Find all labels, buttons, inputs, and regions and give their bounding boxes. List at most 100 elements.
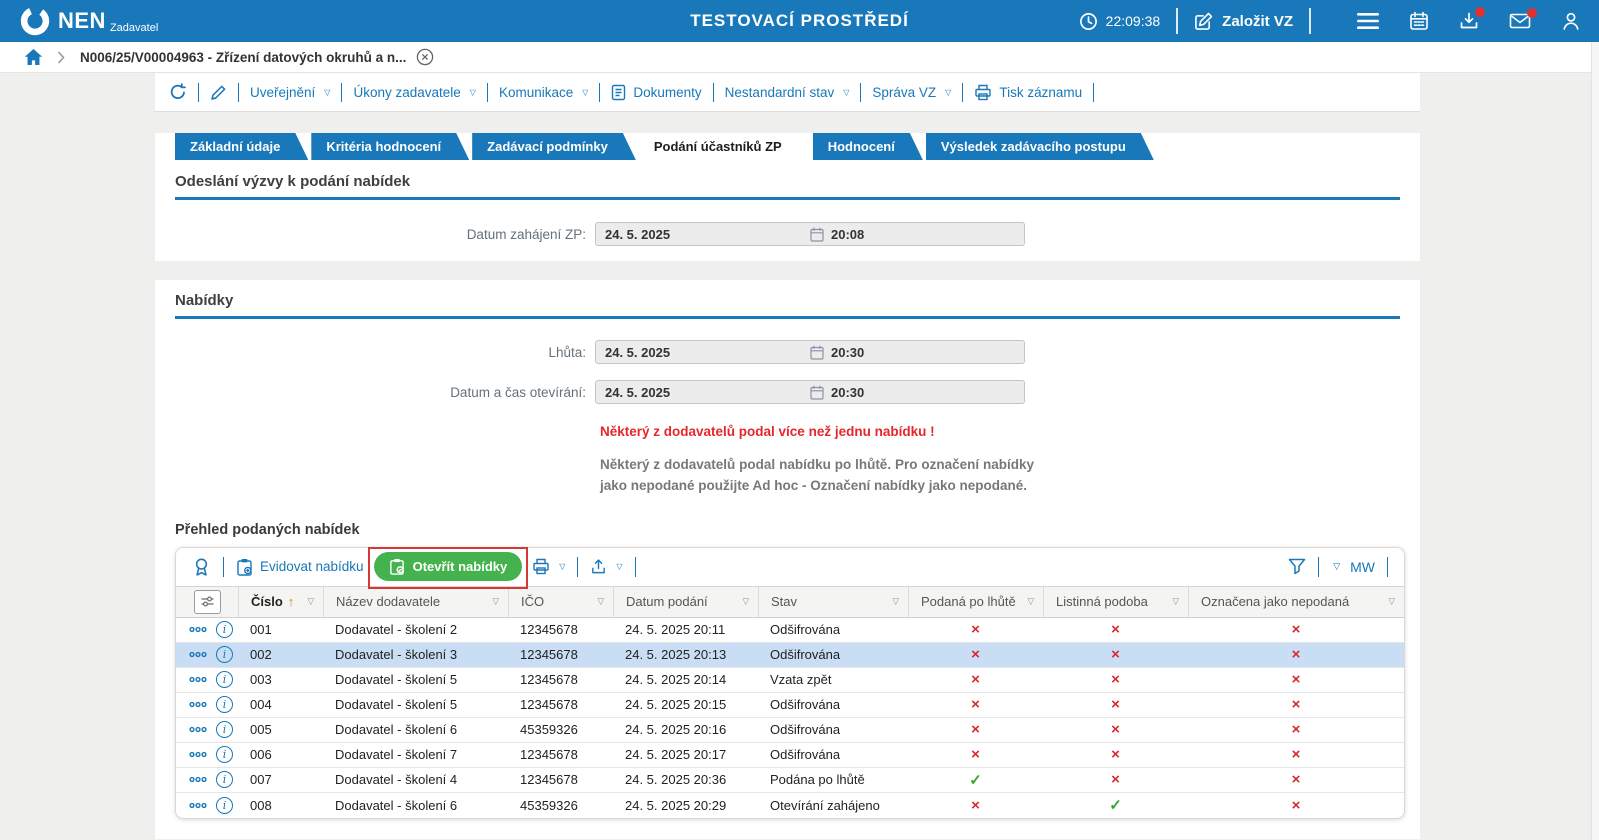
dropdown-icon[interactable]: ▽ xyxy=(597,596,604,607)
app-header: NEN Zadavatel TESTOVACÍ PROSTŘEDÍ 22:09:… xyxy=(0,0,1599,42)
column-header-listinna-podoba[interactable]: Listinná podoba ▽ xyxy=(1043,587,1188,617)
nen-logo[interactable]: NEN Zadavatel xyxy=(18,4,158,38)
otevirani-input[interactable]: 24. 5. 2025 20:30 xyxy=(595,380,1025,404)
menu-komunikace[interactable]: Komunikace▽ xyxy=(499,85,588,100)
print-record-button[interactable]: Tisk záznamu xyxy=(974,84,1082,101)
row-menu-icon[interactable] xyxy=(189,701,207,708)
cell-nazev-dodavatele: Dodavatel - školení 5 xyxy=(323,697,508,712)
refresh-icon[interactable] xyxy=(169,83,187,101)
column-header-podana-po-lhute[interactable]: Podaná po lhůtě ▽ xyxy=(908,587,1043,617)
home-icon[interactable] xyxy=(24,48,43,66)
row-menu-icon[interactable] xyxy=(189,626,207,633)
cell-ico: 12345678 xyxy=(508,647,613,662)
menu-ukony-zadavatele[interactable]: Úkony zadavatele▽ xyxy=(353,85,475,100)
table-row[interactable]: i 006 Dodavatel - školení 7 12345678 24.… xyxy=(176,743,1404,768)
datum-zahajeni-input[interactable]: 24. 5. 2025 20:08 xyxy=(595,222,1025,246)
cell-oznacena-jako-nepodana: × xyxy=(1188,671,1404,688)
lhuta-input[interactable]: 24. 5. 2025 20:30 xyxy=(595,340,1025,364)
tab-hodnoceni[interactable]: Hodnocení xyxy=(813,133,923,160)
table-row[interactable]: i 003 Dodavatel - školení 5 12345678 24.… xyxy=(176,668,1404,693)
info-icon[interactable]: i xyxy=(216,797,233,814)
mw-toggle[interactable]: MW xyxy=(1350,559,1375,575)
menu-sprava-vz[interactable]: Správa VZ▽ xyxy=(872,85,951,100)
table-row[interactable]: i 001 Dodavatel - školení 2 12345678 24.… xyxy=(176,618,1404,643)
table-row[interactable]: i 005 Dodavatel - školení 6 45359326 24.… xyxy=(176,718,1404,743)
dropdown-icon[interactable]: ▽ xyxy=(1388,596,1395,607)
calendar-icon[interactable] xyxy=(1409,11,1429,31)
cell-ico: 12345678 xyxy=(508,672,613,687)
create-vz-button[interactable]: Založit VZ xyxy=(1194,12,1293,31)
bids-table-panel: Evidovat nabídku Otevřít nabídky xyxy=(175,547,1405,819)
table-row[interactable]: i 007 Dodavatel - školení 4 12345678 24.… xyxy=(176,768,1404,793)
pencil-icon[interactable] xyxy=(210,84,227,101)
menu-dokumenty[interactable]: Dokumenty xyxy=(611,84,701,101)
mail-icon[interactable] xyxy=(1509,12,1531,30)
menu-nestandardni-stav[interactable]: Nestandardní stav▽ xyxy=(725,85,850,100)
tab-podani-ucastniku-zp[interactable]: Podání účastníků ZP xyxy=(639,133,810,160)
tab-zadavaci-podminky[interactable]: Zadávací podmínky xyxy=(472,133,636,160)
info-icon[interactable]: i xyxy=(216,771,233,788)
clipboard-icon xyxy=(236,558,253,576)
sliders-icon[interactable] xyxy=(194,590,221,614)
create-vz-label: Založit VZ xyxy=(1222,13,1293,30)
column-header-datum-podani[interactable]: Datum podání ▽ xyxy=(613,587,758,617)
clock-value: 22:09:38 xyxy=(1106,13,1161,29)
table-row[interactable]: i 008 Dodavatel - školení 6 45359326 24.… xyxy=(176,793,1404,818)
table-row[interactable]: i 002 Dodavatel - školení 3 12345678 24.… xyxy=(176,643,1404,668)
print-table-button[interactable]: ▽ xyxy=(532,558,565,575)
column-header-oznacena-jako-nepodana[interactable]: Označena jako nepodaná ▽ xyxy=(1188,587,1404,617)
record-tabs: Základní údaje Kritéria hodnocení Zadáva… xyxy=(175,133,1400,160)
row-menu-icon[interactable] xyxy=(189,726,207,733)
info-icon[interactable]: i xyxy=(216,721,233,738)
evidovat-nabidku-button[interactable]: Evidovat nabídku xyxy=(236,558,364,576)
column-header-stav[interactable]: Stav ▽ xyxy=(758,587,908,617)
logo-text: NEN xyxy=(58,4,106,38)
cell-oznacena-jako-nepodana: × xyxy=(1188,621,1404,638)
user-icon[interactable] xyxy=(1561,11,1581,31)
table-row[interactable]: i 004 Dodavatel - školení 5 12345678 24.… xyxy=(176,693,1404,718)
row-menu-icon[interactable] xyxy=(189,751,207,758)
tab-kriteria-hodnoceni[interactable]: Kritéria hodnocení xyxy=(311,133,469,160)
column-header-ico[interactable]: IČO ▽ xyxy=(508,587,613,617)
dropdown-icon[interactable]: ▽ xyxy=(742,596,749,607)
info-icon[interactable]: i xyxy=(216,696,233,713)
dropdown-icon[interactable]: ▽ xyxy=(307,596,314,607)
row-menu-icon[interactable] xyxy=(189,676,207,683)
row-menu-icon[interactable] xyxy=(189,776,207,783)
info-icon[interactable]: i xyxy=(216,746,233,763)
dropdown-icon[interactable]: ▽ xyxy=(492,596,499,607)
dropdown-icon[interactable]: ▽ xyxy=(1027,596,1034,607)
dropdown-icon[interactable]: ▽ xyxy=(892,596,899,607)
cell-podana-po-lhute: × xyxy=(908,621,1043,638)
dropdown-icon[interactable]: ▽ xyxy=(1172,596,1179,607)
otevrit-nabidky-button[interactable]: Otevřít nabídky xyxy=(374,552,523,581)
info-icon[interactable]: i xyxy=(216,646,233,663)
cell-ico: 45359326 xyxy=(508,798,613,813)
column-header-cislo[interactable]: Číslo ↑ ▽ xyxy=(238,587,323,617)
chevron-right-icon xyxy=(57,51,66,64)
medal-icon[interactable] xyxy=(192,557,211,577)
date-value: 24. 5. 2025 xyxy=(596,345,810,360)
table-body: i 001 Dodavatel - školení 2 12345678 24.… xyxy=(176,618,1404,818)
download-icon[interactable] xyxy=(1459,11,1479,31)
dropdown-icon: ▽ xyxy=(616,562,622,571)
column-header-nazev-dodavatele[interactable]: Název dodavatele ▽ xyxy=(323,587,508,617)
dropdown-icon[interactable]: ▽ xyxy=(1333,561,1340,572)
divider xyxy=(962,83,963,102)
scrollbar[interactable] xyxy=(1591,42,1599,840)
export-button[interactable]: ▽ xyxy=(590,558,622,575)
record-tab[interactable]: N006/25/V00004963 - Zřízení datových okr… xyxy=(80,48,434,66)
divider xyxy=(341,83,342,102)
info-icon[interactable]: i xyxy=(216,621,233,638)
table-section-title: Přehled podaných nabídek xyxy=(175,522,1400,538)
tab-vysledek-zadavaciho-postupu[interactable]: Výsledek zadávacího postupu xyxy=(926,133,1154,160)
menu-icon[interactable] xyxy=(1357,12,1379,30)
row-menu-icon[interactable] xyxy=(189,802,207,809)
menu-uverejneni[interactable]: Uveřejnění▽ xyxy=(250,85,330,100)
filter-icon[interactable] xyxy=(1288,558,1306,575)
row-menu-icon[interactable] xyxy=(189,651,207,658)
info-icon[interactable]: i xyxy=(216,671,233,688)
dropdown-icon: ▽ xyxy=(945,88,951,97)
tab-zakladni-udaje[interactable]: Základní údaje xyxy=(175,133,308,160)
close-icon[interactable] xyxy=(416,48,434,66)
